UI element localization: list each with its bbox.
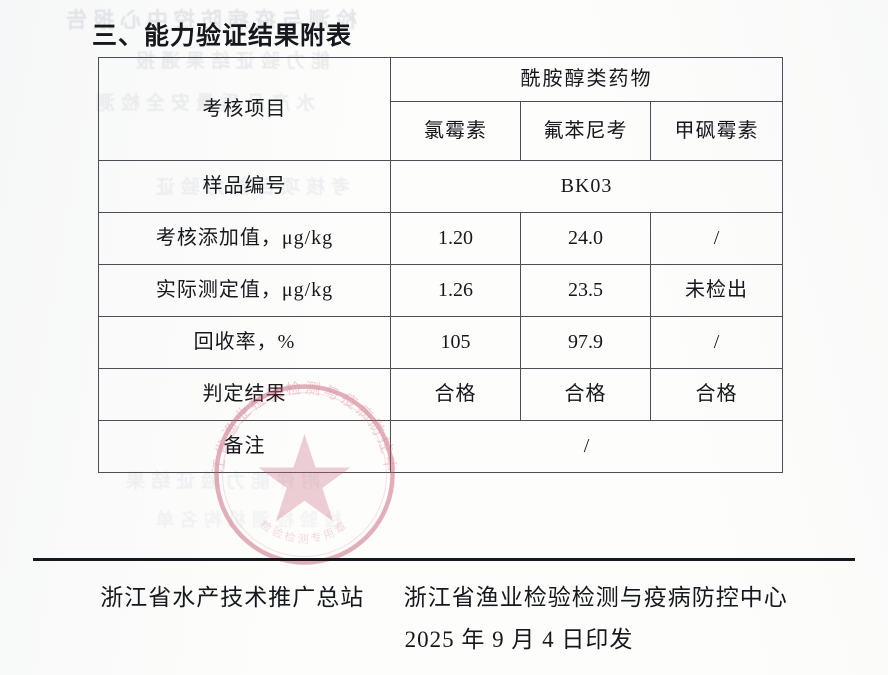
row-label: 回收率，% xyxy=(98,316,391,369)
row-cell-value: 1.20 xyxy=(390,212,521,265)
row-cell-value: / xyxy=(649,316,784,369)
table-header-row-group: 考核项目 酰胺醇类药物 xyxy=(98,57,784,161)
footer-issue-date: 2025 年 9 月 4 日印发 xyxy=(404,627,634,652)
page-title: 三、能力验证结果附表 xyxy=(92,22,353,50)
table-row: 实际测定值，μg/kg 1.26 23.5 未检出 xyxy=(98,264,784,317)
row-cell-value: 合格 xyxy=(649,368,784,421)
row-cell-value: 未检出 xyxy=(649,264,784,317)
row-cell-value: / xyxy=(649,212,784,265)
proficiency-results-table: 考核项目 酰胺醇类药物 氯霉素 氟苯尼考 甲砜霉素 样品编号 BK03 考核添加… xyxy=(98,57,784,473)
table-row: 考核添加值，μg/kg 1.20 24.0 / xyxy=(98,212,784,265)
row-cell-value: 23.5 xyxy=(520,264,651,317)
footer-organization-1: 浙江省水产技术推广总站 xyxy=(100,585,365,610)
row-label: 备注 xyxy=(98,420,391,473)
footer-divider xyxy=(33,558,855,561)
row-cell-value: 合格 xyxy=(390,368,521,421)
row-label: 样品编号 xyxy=(98,160,391,213)
header-analyte-1: 氯霉素 xyxy=(390,101,521,161)
bleed-through-text: 检验检测机构名单 xyxy=(150,510,342,530)
header-analyte-2: 氟苯尼考 xyxy=(520,101,651,161)
header-analyte-3: 甲砜霉素 xyxy=(649,101,784,161)
table-row: 备注 / xyxy=(98,420,784,473)
table-row: 回收率，% 105 97.9 / xyxy=(98,316,784,369)
row-cell-value: 合格 xyxy=(520,368,651,421)
header-group-title: 酰胺醇类药物 xyxy=(389,57,784,102)
row-cell-value: 1.26 xyxy=(390,264,521,317)
svg-text:检验检测专用章: 检验检测专用章 xyxy=(258,517,352,546)
row-cell-value: 105 xyxy=(390,316,521,369)
row-merged-value: BK03 xyxy=(389,160,784,213)
header-item-column: 考核项目 xyxy=(98,57,391,161)
footer-organization-2: 浙江省渔业检验检测与疫病防控中心 xyxy=(403,585,788,610)
row-merged-value: / xyxy=(389,420,784,473)
row-cell-value: 24.0 xyxy=(520,212,651,265)
footer-organizations: 浙江省水产技术推广总站 浙江省渔业检验检测与疫病防控中心 xyxy=(0,578,888,612)
row-label: 判定结果 xyxy=(98,368,391,421)
row-label: 实际测定值，μg/kg xyxy=(98,264,391,317)
row-cell-value: 97.9 xyxy=(520,316,651,369)
table-row: 样品编号 BK03 xyxy=(98,160,784,213)
row-label: 考核添加值，μg/kg xyxy=(98,212,391,265)
table-header-row-analytes: 氯霉素 氟苯尼考 甲砜霉素 xyxy=(99,101,784,161)
table-row: 判定结果 合格 合格 合格 xyxy=(98,368,784,421)
